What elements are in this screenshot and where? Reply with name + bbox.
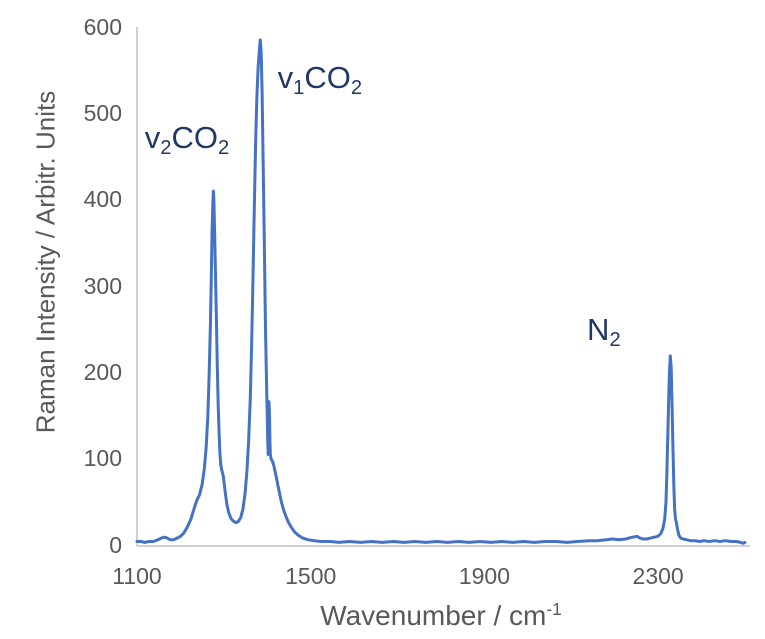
x-axis-title-superscript: -1 bbox=[546, 599, 562, 620]
y-tick-label: 0 bbox=[109, 531, 122, 558]
y-tick-label: 100 bbox=[83, 445, 122, 472]
y-tick-label: 500 bbox=[83, 99, 122, 126]
y-tick-label: 600 bbox=[83, 13, 122, 40]
n2-peak-label: N2 bbox=[587, 312, 621, 352]
annotation-text: v bbox=[277, 59, 294, 95]
x-tick-label: 1100 bbox=[112, 563, 162, 589]
spectrum-line bbox=[135, 38, 747, 545]
annotation-text: CO bbox=[304, 59, 351, 95]
x-tick-label: 2300 bbox=[632, 563, 684, 589]
annotation-subscript: 2 bbox=[217, 137, 230, 160]
annotation-subscript: 2 bbox=[609, 329, 621, 352]
v1-co2-peak-label: v1CO2 bbox=[277, 59, 363, 99]
annotation-subscript: 2 bbox=[160, 137, 172, 160]
x-tick-label: 1500 bbox=[285, 563, 337, 589]
annotation-subscript: 1 bbox=[293, 76, 305, 99]
annotation-text: N bbox=[587, 312, 610, 348]
y-tick-label: 400 bbox=[83, 186, 122, 213]
v2-co2-peak-label: v2CO2 bbox=[144, 120, 230, 160]
annotation-text: v bbox=[144, 120, 161, 156]
x-axis-title: Wavenumber / cm-1 bbox=[320, 599, 562, 632]
annotation-subscript: 2 bbox=[350, 76, 363, 99]
y-tick-label: 300 bbox=[83, 272, 122, 299]
y-tick-label: 200 bbox=[83, 358, 122, 385]
x-tick-label: 1900 bbox=[458, 563, 511, 589]
x-axis-title-text: Wavenumber / cm bbox=[320, 600, 547, 631]
annotation-text: CO bbox=[171, 120, 218, 156]
